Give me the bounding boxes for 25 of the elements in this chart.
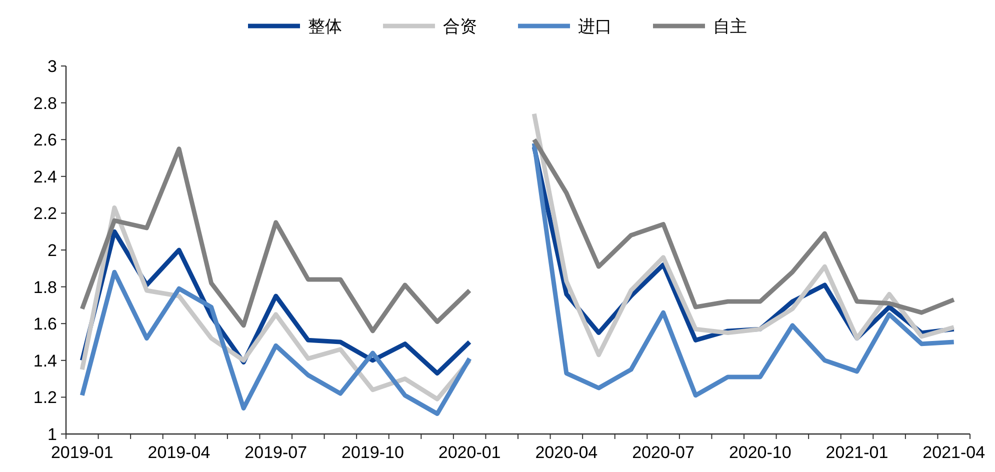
legend-label: 自主 <box>713 16 747 36</box>
y-tick-label: 1.6 <box>33 314 57 334</box>
y-tick-label: 1 <box>48 424 57 444</box>
y-tick-label: 2.4 <box>33 167 57 186</box>
legend-label: 整体 <box>308 16 342 36</box>
x-tick-label: 2019-07 <box>244 443 308 462</box>
y-tick-label: 1.4 <box>33 351 57 370</box>
y-tick-label: 2.8 <box>33 94 57 113</box>
y-tick-label: 1.8 <box>33 278 57 297</box>
x-tick-label: 2019-10 <box>342 443 404 462</box>
y-tick-label: 2.6 <box>33 130 57 150</box>
y-tick-label: 3 <box>48 56 57 76</box>
y-tick-label: 1.2 <box>33 388 57 408</box>
x-tick-label: 2020-07 <box>632 443 694 462</box>
x-tick-label: 2021-04 <box>922 443 986 462</box>
x-tick-label: 2020-10 <box>728 443 792 462</box>
legend-label: 进口 <box>578 16 612 36</box>
x-tick-label: 2020-04 <box>535 443 598 462</box>
x-tick-label: 2021-01 <box>826 443 888 462</box>
y-tick-label: 2 <box>48 240 57 260</box>
x-tick-label: 2020-01 <box>438 443 501 462</box>
y-tick-label: 2.2 <box>33 204 57 224</box>
x-tick-label: 2019-04 <box>148 443 210 462</box>
x-tick-label: 2019-01 <box>50 443 114 462</box>
legend-label: 合资 <box>443 16 477 36</box>
